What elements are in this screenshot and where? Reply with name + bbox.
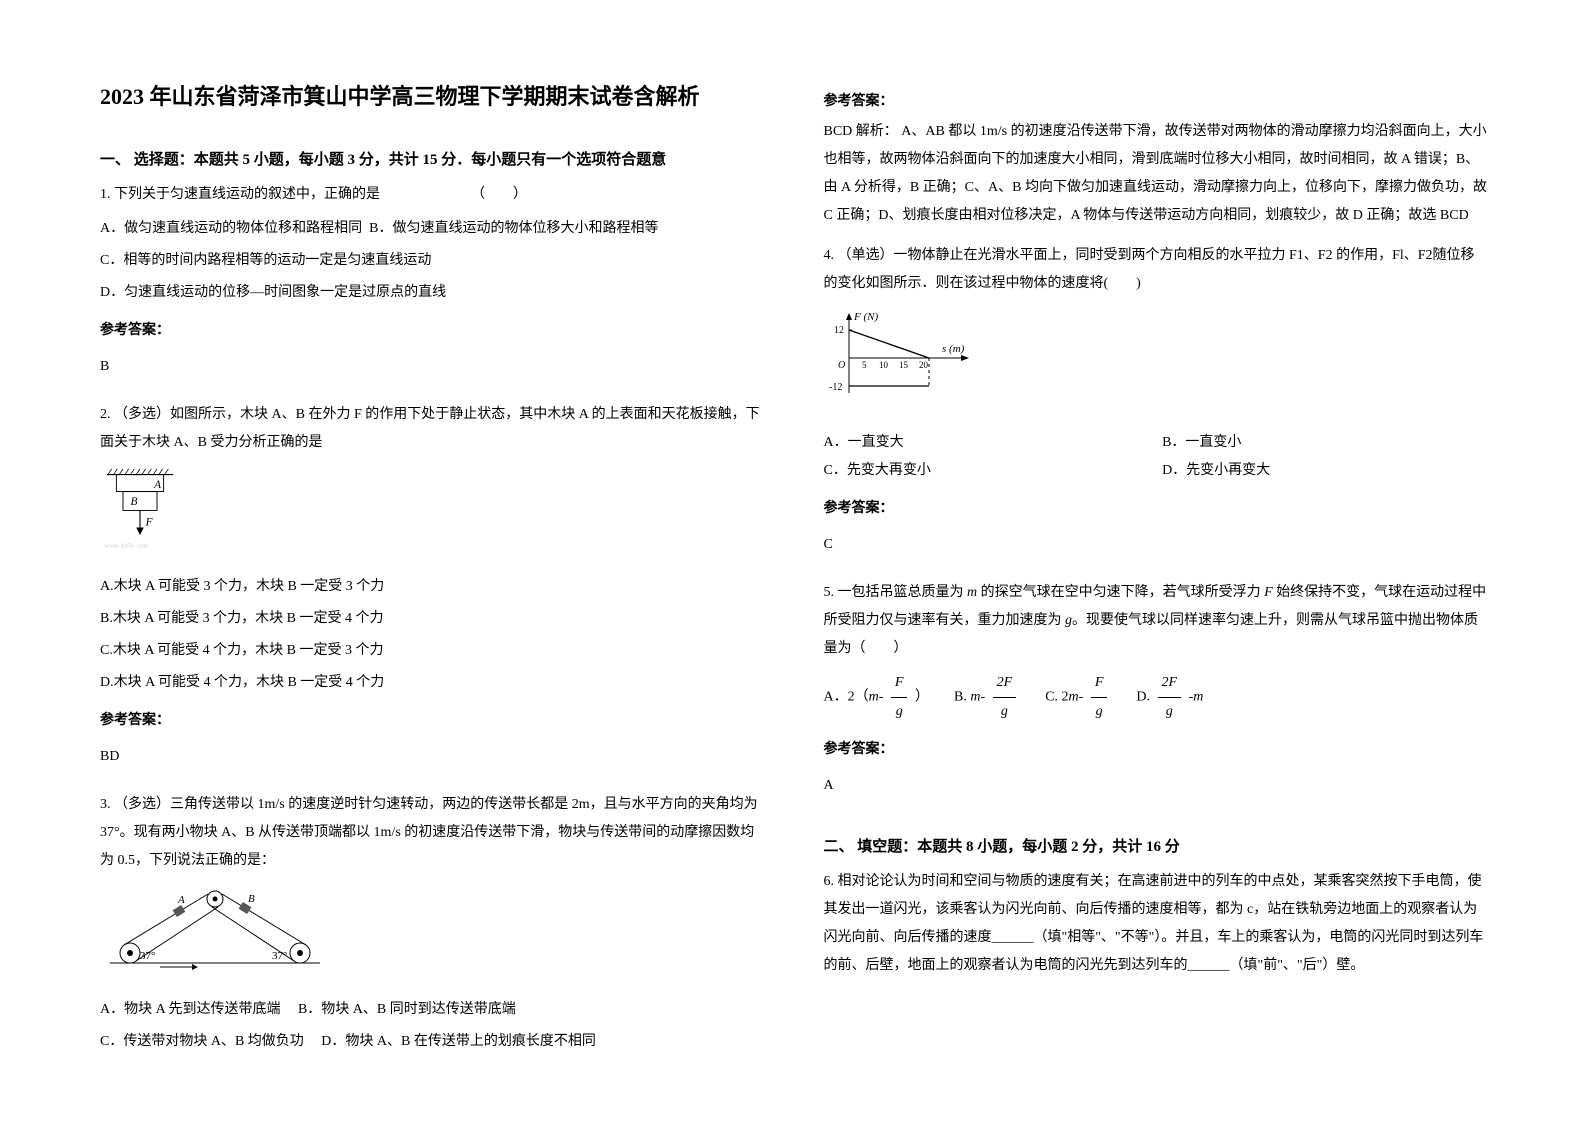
q2-optC: C.木块 A 可能受 4 个力，木块 B 一定受 3 个力 [100,637,764,665]
frac-num: F [1091,669,1108,698]
q5-optC: C. 2m- F g [1045,669,1111,726]
right-column: 参考答案： BCD 解析： A、AB 都以 1m/s 的初速度沿传送带下滑，故传… [824,80,1488,1082]
q2-answer-label: 参考答案： [100,707,764,735]
q5-optA: A．2（m- F g ） [824,669,929,726]
q2-optA: A.木块 A 可能受 3 个力，木块 B 一定受 3 个力 [100,573,764,601]
q3-optC: C．传送带对物块 A、B 均做负功 [100,1034,304,1049]
q5-answer-label: 参考答案： [824,736,1488,764]
q3-answer: BCD 解析： A、AB 都以 1m/s 的初速度沿传送带下滑，故传送带对两物体… [824,118,1488,230]
q1-optA: A．做匀速直线运动的物体位移和路程相同 [100,221,362,236]
q2-figure: A B F www. ks5u .com [100,467,764,563]
q1-answer-label: 参考答案： [100,317,764,345]
q5-stem-p2: 的探空气球在空中匀速下降，若气球所受浮力 [977,585,1264,600]
block-A-label: A [153,479,161,491]
section2-header: 二、 填空题：本题共 8 小题，每小题 2 分，共计 16 分 [824,835,1488,856]
q5-F: F [1264,585,1273,600]
x-tick-20: 20 [919,360,929,370]
q1-optD: D．匀速直线运动的位移—时间图象一定是过原点的直线 [100,279,764,307]
q5-m: m [967,585,977,600]
section1-header: 一、 选择题：本题共 5 小题，每小题 3 分，共计 15 分．每小题只有一个选… [100,148,764,169]
q3-stem: 3. （多选）三角传送带以 1m/s 的速度逆时针匀速转动，两边的传送带长都是 … [100,791,764,875]
q4-optC: C．先变大再变小 [824,457,1123,485]
q5C-prefix: C. 2 [1045,690,1068,705]
q5-g: g [1065,613,1072,628]
block-B-label: B [248,893,255,905]
question-5: 5. 一包括吊篮总质量为 m 的探空气球在空中匀速下降，若气球所受浮力 F 始终… [824,579,1488,812]
q5A-m: m [869,690,879,705]
question-6: 6. 相对论论认为时间和空间与物质的速度有关；在高速前进中的列车的中点处，某乘客… [824,868,1488,986]
frac-num: 2F [1158,669,1182,698]
document-title: 2023 年山东省菏泽市箕山中学高三物理下学期期末试卷含解析 [100,80,764,113]
q5-stem: 5. 一包括吊篮总质量为 m 的探空气球在空中匀速下降，若气球所受浮力 F 始终… [824,579,1488,663]
q5B-prefix: B. [954,690,970,705]
q5A-suffix: ） [915,690,929,705]
watermark-text: www. ks5u .com [104,542,149,549]
origin-label: O [838,360,845,371]
x-tick-10: 10 [879,360,889,370]
question-4: 4. （单选）一物体静止在光滑水平面上，同时受到两个方向相反的水平拉力 F1、F… [824,242,1488,571]
question-2: 2. （多选）如图所示，木块 A、B 在外力 F 的作用下处于静止状态，其中木块… [100,401,764,783]
left-column: 2023 年山东省菏泽市箕山中学高三物理下学期期末试卷含解析 一、 选择题：本题… [100,80,764,1082]
q5-stem-p1: 5. 一包括吊篮总质量为 [824,585,968,600]
q1-option-ab: A．做匀速直线运动的物体位移和路程相同 B．做匀速直线运动的物体位移大小和路程相… [100,215,764,243]
q6-stem: 6. 相对论论认为时间和空间与物质的速度有关；在高速前进中的列车的中点处，某乘客… [824,868,1488,980]
q2-answer: BD [100,743,764,771]
q4-optB: B．一直变小 [1162,429,1461,457]
block-A-label: A [177,894,185,906]
frac-den: g [891,698,908,726]
q5A-frac: F g [891,669,908,726]
q5D-frac: 2F g [1158,669,1182,726]
q4-figure: F (N) s (m) 12 -12 O 5 10 15 20 [824,308,1488,419]
q3-option-cd: C．传送带对物块 A、B 均做负功 D．物块 A、B 在传送带上的划痕长度不相同 [100,1028,764,1056]
q2-optD: D.木块 A 可能受 4 个力，木块 B 一定受 4 个力 [100,669,764,697]
q5-answer: A [824,772,1488,800]
q3-answer-label: 参考答案： [824,90,1488,110]
q5-options: A．2（m- F g ） B. m- 2F g C. 2m- F g [824,669,1488,726]
q5A-prefix: A．2（ [824,690,869,705]
q1-answer: B [100,353,764,381]
frac-den: g [1158,698,1182,726]
q5B-frac: 2F g [993,669,1017,726]
q4-optA: A．一直变大 [824,429,1123,457]
force-F-label: F [145,517,154,529]
q3-option-ab: A．物块 A 先到达传送带底端 B．物块 A、B 同时到达传送带底端 [100,996,764,1024]
q5-optB: B. m- 2F g [954,669,1020,726]
y-axis-label: F (N) [853,311,878,323]
q4-optD: D．先变小再变大 [1162,457,1461,485]
q4-answer-label: 参考答案： [824,495,1488,523]
belt-diagram: A B 37° 37° [100,885,330,975]
q3-optB: B．物块 A、B 同时到达传送带底端 [298,1002,516,1017]
q1-stem: 1. 下列关于匀速直线运动的叙述中，正确的是 （ ） [100,181,764,209]
frac-den: g [993,698,1017,726]
angle-left: 37° [140,950,155,962]
q5-optD: D. 2F g -m [1136,669,1203,726]
q2-optB: B.木块 A 可能受 3 个力，木块 B 一定受 4 个力 [100,605,764,633]
y-tick-12: 12 [834,325,844,336]
q3-optA: A．物块 A 先到达传送带底端 [100,1002,280,1017]
question-3: 3. （多选）三角传送带以 1m/s 的速度逆时针匀速转动，两边的传送带长都是 … [100,791,764,1064]
y-tick-neg12: -12 [829,382,842,393]
q3-optD: D．物块 A、B 在传送带上的划痕长度不相同 [321,1034,596,1049]
q5C-m: m [1069,690,1079,705]
x-tick-15: 15 [899,360,909,370]
angle-right: 37° [272,950,287,962]
q5C-frac: F g [1091,669,1108,726]
q2-stem: 2. （多选）如图所示，木块 A、B 在外力 F 的作用下处于静止状态，其中木块… [100,401,764,457]
x-axis-label: s (m) [942,343,965,355]
q5B-m: m [970,690,980,705]
q4-answer: C [824,531,1488,559]
q1-optB: B．做匀速直线运动的物体位移大小和路程相等 [369,221,658,236]
q4-stem: 4. （单选）一物体静止在光滑水平面上，同时受到两个方向相反的水平拉力 F1、F… [824,242,1488,298]
frac-num: 2F [993,669,1017,698]
x-tick-5: 5 [862,360,867,370]
question-1: 1. 下列关于匀速直线运动的叙述中，正确的是 （ ） A．做匀速直线运动的物体位… [100,181,764,393]
q3-figure: A B 37° 37° [100,885,764,986]
blocks-diagram: A B F www. ks5u .com [100,467,180,552]
q1-optC: C．相等的时间内路程相等的运动一定是匀速直线运动 [100,247,764,275]
frac-den: g [1091,698,1108,726]
force-graph: F (N) s (m) 12 -12 O 5 10 15 20 [824,308,984,408]
block-B-label: B [131,496,138,508]
frac-num: F [891,669,908,698]
q5D-m: m [1193,690,1203,705]
